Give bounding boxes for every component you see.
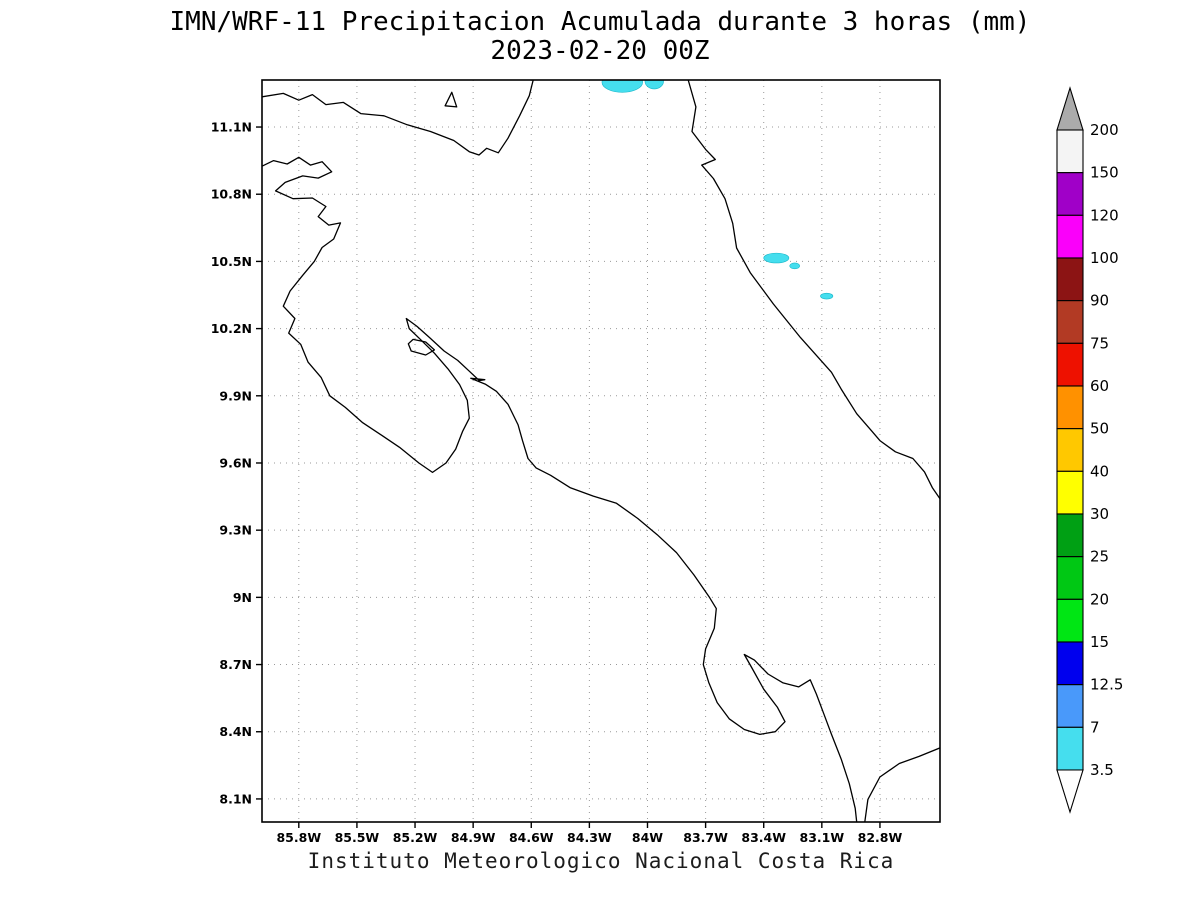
colorbar-label: 20 <box>1090 590 1109 608</box>
x-tick-label: 85.2W <box>393 830 438 845</box>
colorbar-label: 120 <box>1090 206 1119 224</box>
coastline-chira-island <box>407 338 436 356</box>
x-tick-label: 85.8W <box>276 830 321 845</box>
precip-patch <box>820 292 834 300</box>
colorbar-band <box>1056 470 1084 515</box>
precip-contours <box>601 80 834 300</box>
grid-lines <box>262 80 940 822</box>
precip-patch <box>601 80 643 93</box>
colorbar-label: 50 <box>1090 420 1109 438</box>
x-tick-label: 85.5W <box>335 830 380 845</box>
coastlines <box>262 80 940 822</box>
colorbar-arrow-under <box>1056 769 1084 814</box>
y-tick-label: 10.2N <box>211 321 252 336</box>
colorbar-label: 15 <box>1090 633 1109 651</box>
colorbar: 200 150 120 100 90 75 60 50 40 30 25 20 15 12.5 7 3.5 <box>1056 86 1123 814</box>
coastline-pacific-coast <box>262 156 858 822</box>
precip-patch <box>763 252 790 264</box>
x-tick-label: 84.3W <box>567 830 612 845</box>
y-tick-label: 9.9N <box>219 388 252 403</box>
x-tick-label: 82.8W <box>858 830 903 845</box>
map-frame <box>261 79 941 823</box>
chart-subtitle: 2023-02-20 00Z <box>490 36 710 66</box>
y-tick-label: 9.3N <box>219 523 252 538</box>
colorbar-band <box>1056 300 1084 344</box>
y-tick-label: 9N <box>233 590 252 605</box>
colorbar-band <box>1056 342 1084 387</box>
y-tick-label: 8.4N <box>219 724 252 739</box>
x-tick-label: 84W <box>632 830 663 845</box>
colorbar-label: 100 <box>1090 249 1119 267</box>
colorbar-label: 30 <box>1090 505 1109 523</box>
colorbar-band <box>1056 598 1084 643</box>
x-tick-label: 83.1W <box>800 830 845 845</box>
x-tick-label: 83.4W <box>741 830 786 845</box>
precip-patch <box>644 80 664 90</box>
x-tick-label: 84.6W <box>509 830 554 845</box>
axis-labels: 11.1N 10.8N 10.5N 10.2N 9.9N 9.6N 9.3N 9N 8.7N 8.… <box>211 120 903 845</box>
x-tick-label: 83.7W <box>683 830 728 845</box>
colorbar-band <box>1056 385 1084 430</box>
coastline-lake-nicaragua-shore <box>262 80 534 156</box>
colorbar-band <box>1056 214 1084 259</box>
colorbar-label: 40 <box>1090 462 1109 480</box>
y-tick-label: 9.6N <box>219 455 252 470</box>
footer-credit: Instituto Meteorologico Nacional Costa R… <box>307 849 895 873</box>
coastline-caribbean-coast <box>687 80 940 500</box>
colorbar-band <box>1056 684 1084 728</box>
y-tick-label: 10.8N <box>211 187 252 202</box>
colorbar-label: 12.5 <box>1090 676 1123 694</box>
colorbar-arrow-over <box>1056 86 1084 131</box>
y-tick-label: 11.1N <box>211 120 252 135</box>
coastline-panama-pacific-coast <box>864 747 940 822</box>
colorbar-label: 200 <box>1090 121 1119 139</box>
colorbar-band <box>1056 257 1084 302</box>
y-tick-label: 8.1N <box>219 791 252 806</box>
colorbar-band <box>1056 428 1084 472</box>
colorbar-band <box>1056 129 1084 174</box>
colorbar-label: 60 <box>1090 377 1109 395</box>
y-tick-label: 8.7N <box>219 657 252 672</box>
y-tick-label: 10.5N <box>211 254 252 269</box>
colorbar-band <box>1056 726 1084 771</box>
chart-title: IMN/WRF-11 Precipitacion Acumulada duran… <box>169 7 1031 37</box>
precip-patch <box>789 262 801 270</box>
colorbar-label: 75 <box>1090 334 1109 352</box>
colorbar-label: 3.5 <box>1090 761 1114 779</box>
colorbar-label: 7 <box>1090 718 1100 736</box>
colorbar-band <box>1056 556 1084 600</box>
colorbar-label: 90 <box>1090 292 1109 310</box>
colorbar-label: 25 <box>1090 548 1109 566</box>
x-tick-label: 84.9W <box>451 830 496 845</box>
colorbar-label: 150 <box>1090 164 1119 182</box>
colorbar-band <box>1056 513 1084 558</box>
colorbar-band <box>1056 172 1084 216</box>
coastline-lake-island <box>444 91 458 108</box>
colorbar-band <box>1056 641 1084 686</box>
